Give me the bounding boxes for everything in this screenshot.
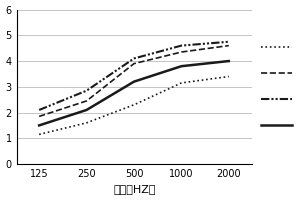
Legend: , , , : , , , bbox=[261, 41, 295, 132]
X-axis label: 频率（HZ）: 频率（HZ） bbox=[113, 184, 155, 194]
